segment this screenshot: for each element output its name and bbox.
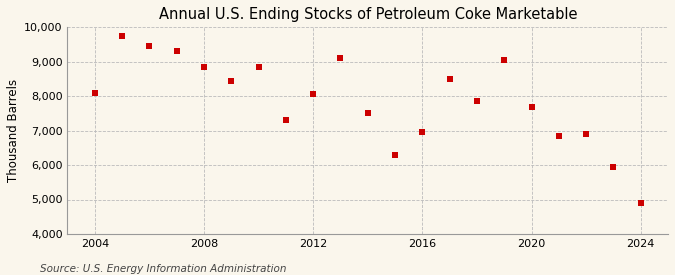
Point	[526, 104, 537, 109]
Text: Source: U.S. Energy Information Administration: Source: U.S. Energy Information Administ…	[40, 264, 287, 274]
Point	[554, 134, 564, 138]
Point	[389, 153, 400, 157]
Point	[308, 92, 319, 97]
Y-axis label: Thousand Barrels: Thousand Barrels	[7, 79, 20, 182]
Point	[335, 56, 346, 60]
Point	[580, 132, 591, 136]
Point	[253, 65, 264, 69]
Title: Annual U.S. Ending Stocks of Petroleum Coke Marketable: Annual U.S. Ending Stocks of Petroleum C…	[159, 7, 577, 22]
Point	[472, 99, 483, 103]
Point	[499, 58, 510, 62]
Point	[171, 49, 182, 54]
Point	[198, 65, 209, 69]
Point	[635, 201, 646, 205]
Point	[144, 44, 155, 48]
Point	[417, 130, 428, 134]
Point	[608, 164, 619, 169]
Point	[281, 118, 292, 122]
Point	[117, 34, 128, 38]
Point	[362, 111, 373, 116]
Point	[226, 78, 237, 83]
Point	[444, 77, 455, 81]
Point	[89, 90, 100, 95]
